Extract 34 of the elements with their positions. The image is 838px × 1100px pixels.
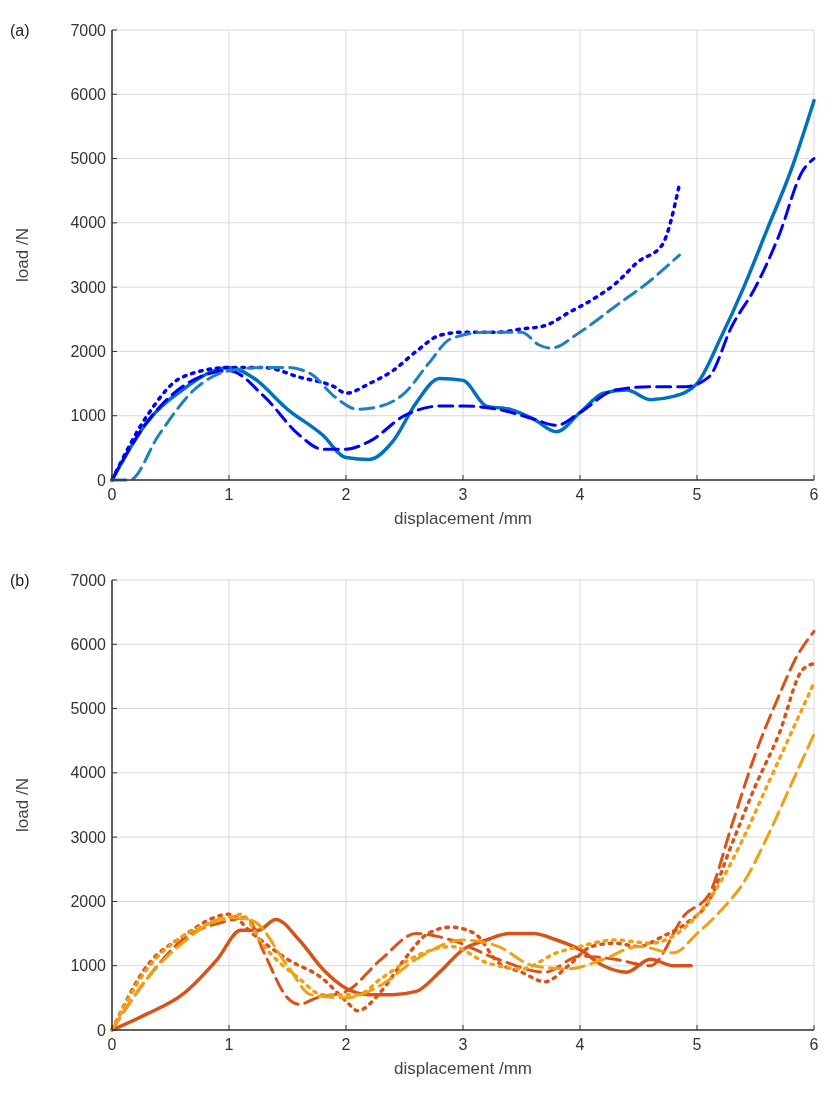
x-tick-label: 3 [458, 486, 468, 503]
y-tick-label: 6000 [70, 85, 107, 103]
chart-title: (b) [10, 572, 30, 589]
x-tick-label: 4 [575, 486, 585, 503]
x-tick-label: 2 [341, 486, 351, 503]
y-axis-title: load /N [13, 228, 32, 282]
y-axis-title: load /N [13, 778, 32, 832]
y-tick-label: 1000 [70, 407, 107, 425]
x-tick-label: 1 [224, 486, 234, 503]
x-axis-title: displacement /mm [394, 1059, 532, 1078]
x-tick-label: 6 [809, 486, 819, 503]
x-tick-label: 3 [458, 1036, 468, 1053]
chart-title: (a) [10, 22, 30, 39]
y-tick-label: 2000 [70, 343, 107, 361]
y-tick-label: 3000 [70, 828, 107, 846]
y-tick-label: 0 [97, 471, 107, 489]
y-tick-label: 1000 [70, 957, 107, 975]
x-tick-label: 5 [692, 1036, 702, 1053]
y-tick-label: 4000 [70, 214, 107, 232]
x-axis-title: displacement /mm [394, 509, 532, 528]
x-tick-label: 4 [575, 1036, 585, 1053]
y-tick-label: 4000 [70, 764, 107, 782]
y-tick-label: 7000 [70, 571, 107, 589]
x-tick-label: 6 [809, 1036, 819, 1053]
x-tick-label: 5 [692, 486, 702, 503]
y-tick-label: 3000 [70, 278, 107, 296]
x-tick-label: 1 [224, 1036, 234, 1053]
y-tick-label: 0 [97, 1021, 107, 1039]
y-tick-label: 7000 [70, 21, 107, 39]
y-tick-label: 5000 [70, 150, 107, 168]
y-tick-label: 2000 [70, 893, 107, 911]
x-tick-label: 2 [341, 1036, 351, 1053]
y-tick-label: 5000 [70, 700, 107, 718]
y-tick-label: 6000 [70, 635, 107, 653]
